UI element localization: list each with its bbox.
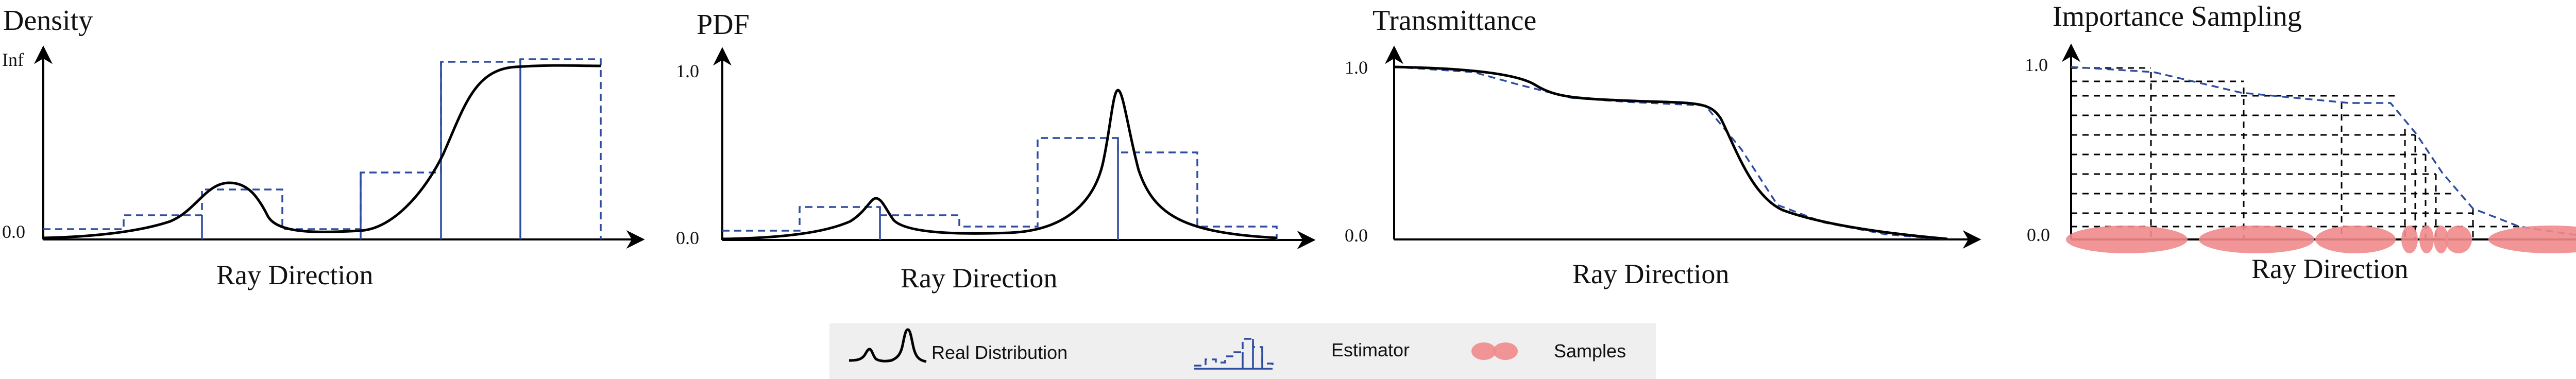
estimator-icon [1194,338,1274,369]
sampling-grid-horizontal [2071,67,2519,228]
panel-title: Importance Sampling [2053,1,2302,32]
panel-title: Density [3,5,93,37]
legend-item-samples: Samples [1471,340,1626,361]
sample-ellipse [2488,226,2576,253]
estimator-curve [1394,66,1948,240]
y-tick-top: 1.0 [1345,57,1368,78]
panel-title: PDF [697,9,750,41]
panel-importance-sampling: Importance Sampling 1.0 0.0 [2025,1,2576,284]
y-tick-bottom: 0.0 [676,228,699,248]
y-tick-top: 1.0 [2025,55,2048,75]
legend-label-estimator: Estimator [1331,339,1410,360]
estimator-bins [201,59,521,239]
legend-label-samples: Samples [1554,340,1626,361]
sample-ellipse [2199,226,2314,253]
sample-ellipse [2066,226,2188,253]
x-axis-label: Ray Direction [2251,253,2408,284]
legend-background [829,323,1656,379]
sample-ellipse [2419,226,2434,253]
sample-ellipse [2315,226,2396,253]
panel-density: Density Inf 0.0 Ray Direction [2,5,645,290]
panel-transmittance: Transmittance 1.0 0.0 Ray Direction [1345,5,1981,289]
y-tick-top: 1.0 [676,61,699,81]
sample-ellipse [2445,226,2472,253]
x-axis-label: Ray Direction [1572,259,1729,289]
legend-label-real: Real Distribution [931,342,1067,363]
panel-title: Transmittance [1372,5,1536,37]
panel-pdf: PDF 1.0 0.0 Ray Direction [676,9,1316,294]
y-tick-bottom: 0.0 [2027,225,2050,245]
x-axis-label: Ray Direction [901,263,1057,294]
estimator-bins [879,138,1119,240]
legend: Real Distribution Estimator Samples [829,323,1656,379]
estimator-icon-bins [1194,339,1273,370]
y-tick-top: Inf [2,49,24,70]
samples-icon [1493,342,1518,360]
samples [2066,226,2576,253]
real-distribution-curve [722,89,1277,240]
sampling-grid-vertical [2150,72,2474,239]
estimator-steps [43,58,602,239]
y-tick-bottom: 0.0 [1345,225,1368,246]
real-distribution-icon [849,328,927,363]
y-tick-bottom: 0.0 [2,221,25,242]
estimator-steps [722,137,1278,240]
real-distribution-curve [1394,65,1948,240]
x-axis-label: Ray Direction [216,260,373,290]
samples-icon [1471,342,1496,360]
sample-ellipse [2434,226,2448,253]
legend-item-estimator: Estimator [1194,338,1410,370]
real-distribution-curve [43,64,601,239]
sample-ellipse [2401,226,2418,253]
legend-item-real: Real Distribution [849,328,1067,363]
